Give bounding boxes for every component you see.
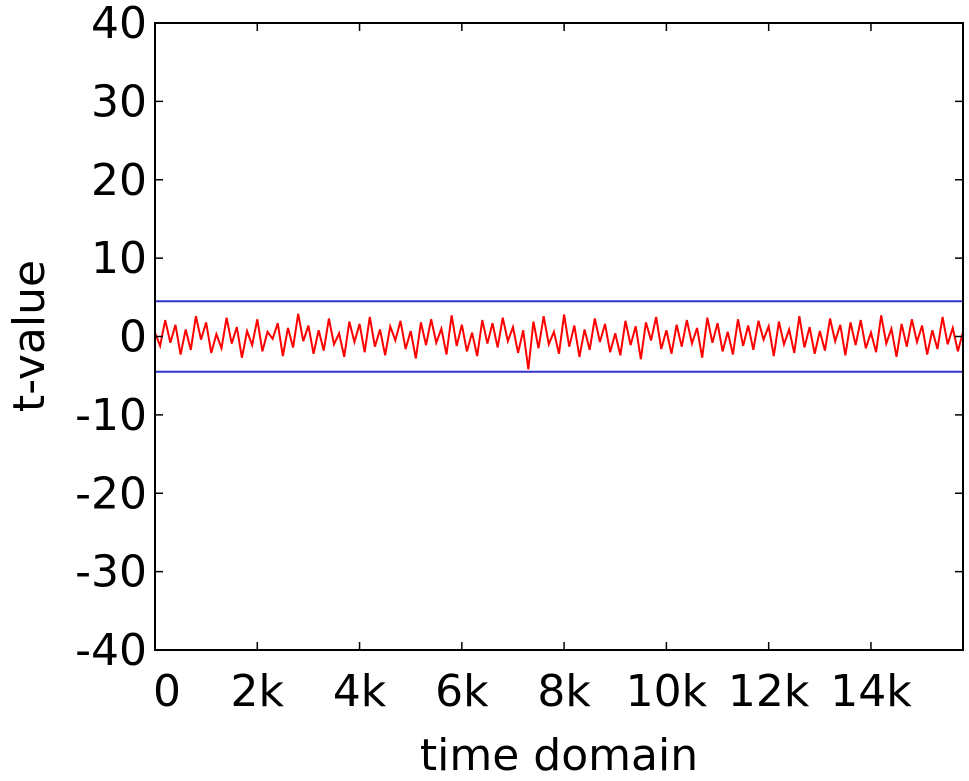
- x-tick-label: 8k: [537, 666, 591, 717]
- x-tick-label: 12k: [728, 666, 810, 717]
- y-tick-label: -40: [75, 625, 147, 676]
- y-tick-label: 40: [91, 0, 147, 49]
- x-tick-label: 4k: [333, 666, 387, 717]
- x-tick-label: 10k: [626, 666, 708, 717]
- y-tick-label: 30: [91, 76, 147, 127]
- y-axis-title: t-value: [4, 260, 55, 412]
- x-tick-label: 6k: [435, 666, 489, 717]
- y-tick-label: 0: [119, 312, 147, 363]
- x-tick-label: 2k: [231, 666, 285, 717]
- x-tick-label: 0: [153, 666, 181, 717]
- y-tick-label: 10: [91, 233, 147, 284]
- y-tick-label: -20: [75, 468, 147, 519]
- y-tick-label: 20: [91, 155, 147, 206]
- y-tick-label: -10: [75, 390, 147, 441]
- x-tick-label: 14k: [830, 666, 912, 717]
- x-axis-title: time domain: [420, 730, 698, 777]
- data-line: [155, 313, 963, 370]
- y-tick-label: -30: [75, 547, 147, 598]
